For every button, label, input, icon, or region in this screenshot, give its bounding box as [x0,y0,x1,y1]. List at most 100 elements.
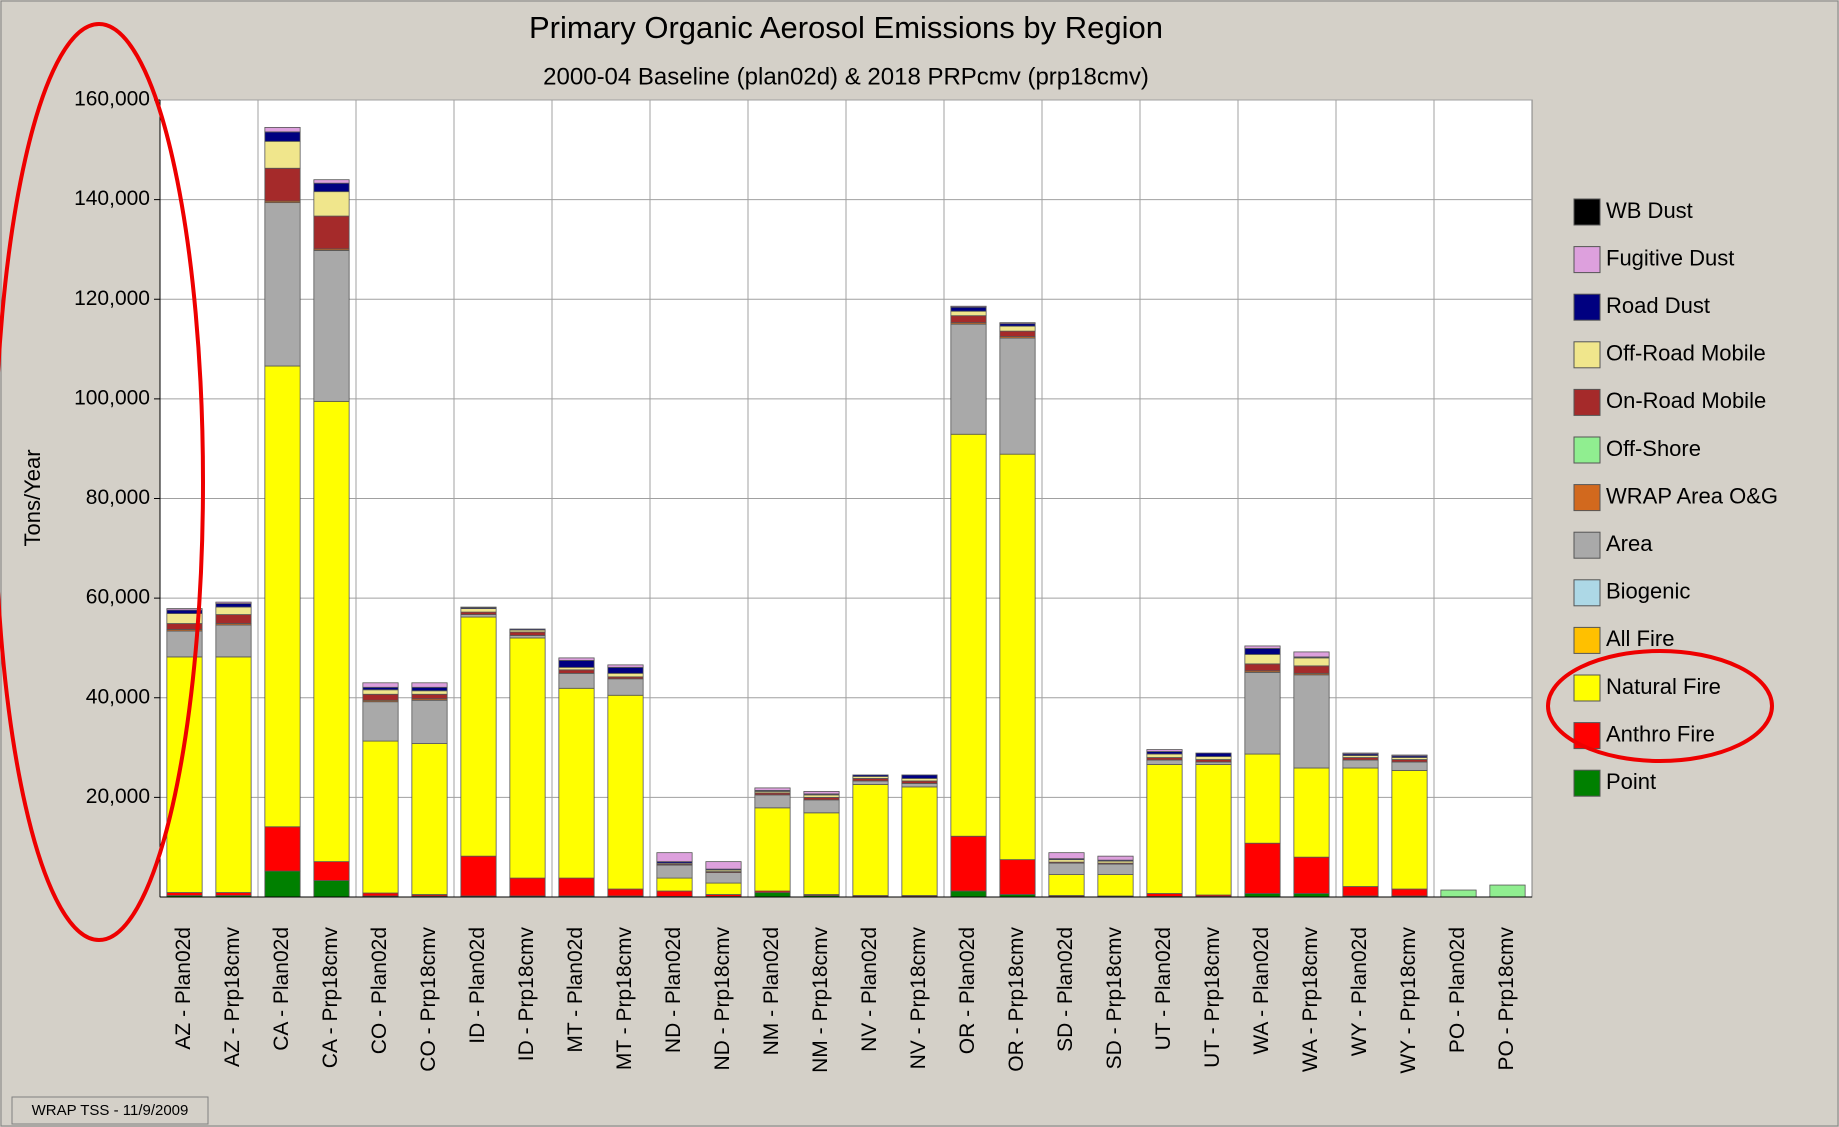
legend-swatch [1573,674,1601,702]
annotation-ellipse [0,22,205,942]
bar-segment [705,872,742,884]
x-tick-label: WY - Prp18cmv [1397,927,1420,1074]
bar-segment [950,315,987,324]
bar-segment [607,694,644,890]
bar-segment [1391,770,1428,890]
footer: WRAP TSS - 11/9/2009 [32,1102,189,1119]
bar-segment [1097,855,1134,861]
bar-segment [1342,886,1379,897]
chart-title: Primary Organic Aerosol Emissions by Reg… [529,10,1163,45]
y-tick-label: 140,000 [74,187,150,210]
legend-swatch [1573,198,1601,226]
bar-segment [1293,665,1330,674]
chart-layer: 20,000 40,000 60,000 80,000 100,000 120,000 14… [74,88,1778,1074]
bar-segment [313,215,350,250]
bar-segment [1146,749,1183,752]
y-tick-label: 60,000 [86,586,150,609]
bar-segment [656,852,693,863]
bar-segment [754,794,791,809]
bar-segment [362,892,399,897]
bar-segment [1146,764,1183,894]
bar-segment [1097,863,1134,875]
bar-segment [754,892,791,898]
x-tick-label: CA - Prp18cmv [319,927,342,1069]
x-tick-label: ND - Prp18cmv [711,927,734,1071]
bar-segment [999,453,1036,861]
bar-segment [999,859,1036,895]
bar-segment [215,656,252,893]
bar-segment [362,740,399,894]
bar-segment [1293,657,1330,667]
x-tick-label: MT - Plan02d [564,927,587,1053]
bar-segment [852,780,889,785]
bar-segment [607,664,644,668]
bar-segment [1391,888,1428,897]
x-tick-label: ND - Plan02d [662,927,685,1053]
legend-swatch [1573,769,1601,797]
annotation-ellipse [1546,649,1774,763]
bar-segment [1244,663,1281,672]
bar-segment [362,689,399,695]
x-tick-label: SD - Prp18cmv [1103,927,1126,1070]
bar-segment [1244,648,1281,655]
bar-segment [215,601,252,605]
bar-segment [754,807,791,892]
bar-segment [313,179,350,184]
bar-segment [264,365,301,828]
bar-segment [264,202,301,367]
bar-segment [215,606,252,615]
bar-segment [901,786,938,896]
x-tick-label: ID - Plan02d [466,927,489,1044]
bar-segment [950,310,987,317]
x-tick-label: SD - Plan02d [1054,927,1077,1052]
bar-segment [1293,674,1330,769]
bar-segment [607,888,644,897]
bar-segment [950,433,987,837]
x-tick-label: MT - Prp18cmv [613,927,636,1071]
x-tick-label: UT - Prp18cmv [1201,927,1224,1068]
bar-segment [705,882,742,895]
x-tick-label: CA - Plan02d [270,927,293,1051]
legend-label: Anthro Fire [1606,721,1715,746]
bar-segment [509,628,546,631]
bar-segment [999,325,1036,332]
bar-segment [362,701,399,742]
bar-segment [313,861,350,881]
legend-swatch [1573,388,1601,416]
legend-label: Point [1606,769,1656,794]
bar-segment [901,783,938,788]
bar-segment [1391,761,1428,771]
x-tick-label: NV - Prp18cmv [907,927,930,1070]
bar-segment [509,877,546,897]
bar-segment [1244,645,1281,649]
y-tick-label: 160,000 [74,88,150,111]
legend-label: Biogenic [1606,579,1690,604]
x-tick-label: NM - Plan02d [760,927,783,1055]
legend-swatch [1573,626,1601,654]
bar-segment [1489,884,1526,898]
bar-segment [411,699,448,744]
bar-segment [1146,759,1183,765]
bar-segment [1293,893,1330,898]
bar-segment [558,877,595,897]
bar-segment [558,657,595,661]
bar-segment [362,682,399,688]
bar-segment [264,131,301,142]
bar-segment [852,774,889,777]
bar-segment [558,659,595,668]
bar-segment [1048,874,1085,896]
bar-segment [656,864,693,879]
legend-label: WB Dust [1606,198,1693,223]
bar-segment [1244,671,1281,755]
bar-segment [264,167,301,202]
bar-segment [705,861,742,870]
x-tick-label: UT - Plan02d [1152,927,1175,1050]
bar-segment [607,672,644,678]
legend-label: Road Dust [1606,293,1710,318]
bar-segment [950,306,987,312]
legend-swatch [1573,484,1601,512]
legend-swatch [1573,341,1601,369]
bar-segment [1048,862,1085,875]
bar-segment [607,666,644,674]
